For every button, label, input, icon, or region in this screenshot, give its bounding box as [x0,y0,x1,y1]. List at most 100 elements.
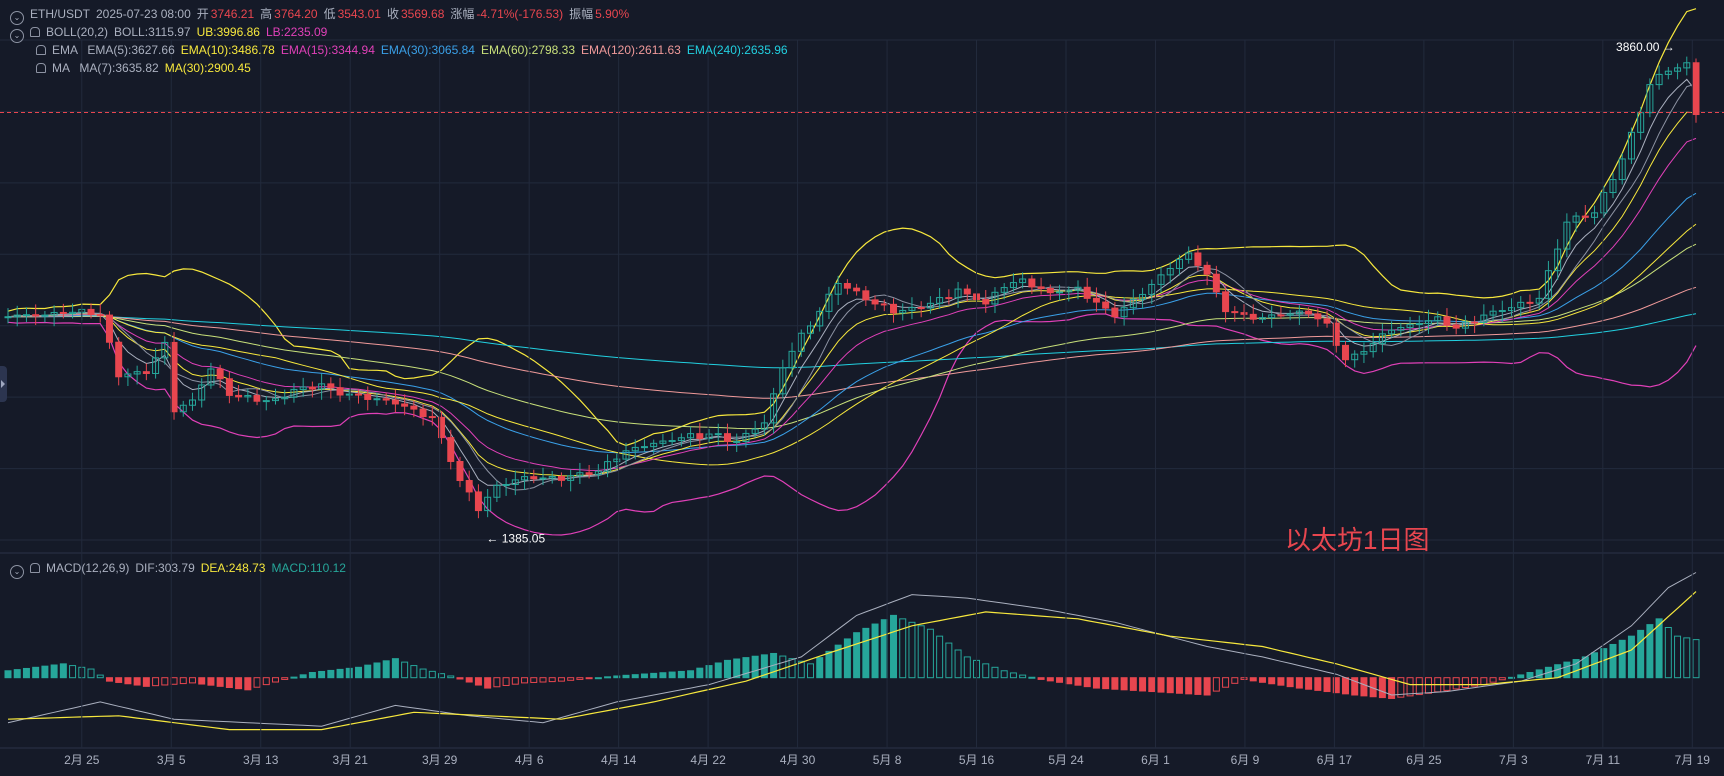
macd-bar [1618,639,1626,679]
candle-body [1148,283,1156,295]
candle-body [834,283,842,295]
candle-body [1083,286,1091,299]
candle-body [1683,62,1691,69]
x-tick-label: 4月 22 [690,753,726,767]
candle-body [1240,312,1248,315]
macd-bar [1692,639,1700,679]
macd-bar [1646,624,1654,679]
macd-bar [1175,677,1183,694]
open-value: 3746.21 [210,7,255,21]
candle-body [1203,264,1211,275]
candle-body [1102,301,1110,309]
candle-body [281,396,289,400]
candle-body [1646,84,1654,114]
macd-bar [511,677,519,685]
high-value: 3764.20 [274,7,318,21]
candle-body [207,368,215,386]
macd-bar [493,677,501,688]
low-label: 低 [323,7,336,21]
macd-bar [235,677,243,690]
candle-body [1258,317,1266,320]
bell-icon[interactable] [36,63,46,73]
side-panel-handle[interactable] [0,366,7,402]
bell-icon[interactable] [30,563,40,573]
boll-legend: ⌄ BOLL(20,2) BOLL:3115.97 UB:3996.86 LB:2235… [10,24,333,43]
ma7-line [7,83,1697,491]
x-tick-label: 4月 6 [515,753,544,767]
ema10-line [7,111,1697,477]
candle-body [1286,313,1294,316]
candle-body [235,394,243,398]
macd-bar [1019,674,1027,679]
candle-body [1295,310,1303,315]
open-label: 开 [196,7,209,21]
candle-body [382,398,390,401]
macd-bar [290,676,298,679]
macd-bar [1637,629,1645,679]
candle-body [1600,192,1608,214]
candle-body [1046,287,1054,294]
macd-bar [1388,677,1396,699]
candle-body [530,476,538,480]
candle-body [622,450,630,460]
candle-body [152,357,160,375]
macd-bar [1166,677,1174,694]
macd-bar [1092,677,1100,689]
candle-body [1378,333,1386,345]
collapse-icon[interactable]: ⌄ [10,11,24,25]
macd-bar [207,677,215,686]
candle-body [345,393,353,396]
candle-body [890,303,898,314]
collapse-icon[interactable]: ⌄ [10,565,24,579]
candle-body [521,476,529,481]
ema60-line [8,243,1697,430]
candle-body [225,378,233,396]
macd-bar [1563,661,1571,679]
candle-body [32,314,40,317]
bell-icon[interactable] [36,45,46,55]
macd-bar [142,677,150,687]
x-tick-label: 6月 17 [1317,753,1353,767]
macd-bar [327,669,335,679]
macd-bar [1341,677,1349,695]
candle-body [1222,291,1230,313]
macd-bar [401,661,409,679]
candle-body [1609,179,1617,194]
macd-bar [355,666,363,679]
ema-name: EMA [52,43,79,57]
candle-body [557,475,565,481]
macd-bar [1461,677,1469,689]
macd-bar [899,618,907,679]
ma-0: MA(7):3635.82 [79,61,159,75]
candle-body [871,299,879,305]
macd-bar [1249,677,1257,682]
candle-body [1591,212,1599,218]
macd-bar [1314,677,1322,691]
macd-bar [1627,635,1635,679]
candle-body [1139,293,1147,300]
ohlc-header: ⌄ ETH/USDT 2025-07-23 08:00 开 3746.21 高 3764.2… [10,6,635,25]
bell-icon[interactable] [30,27,40,37]
candle-body [133,371,141,375]
candle-body [493,484,501,498]
macd-bar [1286,677,1294,688]
x-tick-label: 3月 29 [422,753,458,767]
macd-bar [1157,677,1165,693]
macd-bar [1046,677,1054,682]
ema-2: EMA(15):3344.94 [280,43,375,57]
macd-bar [585,677,593,680]
macd-bar [391,658,399,679]
candle-body [548,475,556,479]
candle-body [1581,215,1589,218]
candle-body [271,398,279,402]
ema120-line [8,286,1697,399]
candle-body [1341,344,1349,361]
macd-bar [834,644,842,679]
macd-bar [32,666,40,679]
x-tick-label: 5月 8 [873,753,902,767]
change-value: -4.71%(-176.53) [476,7,564,21]
collapse-icon[interactable]: ⌄ [10,29,24,43]
macd-bar [1240,677,1248,680]
macd-bar [115,677,123,683]
